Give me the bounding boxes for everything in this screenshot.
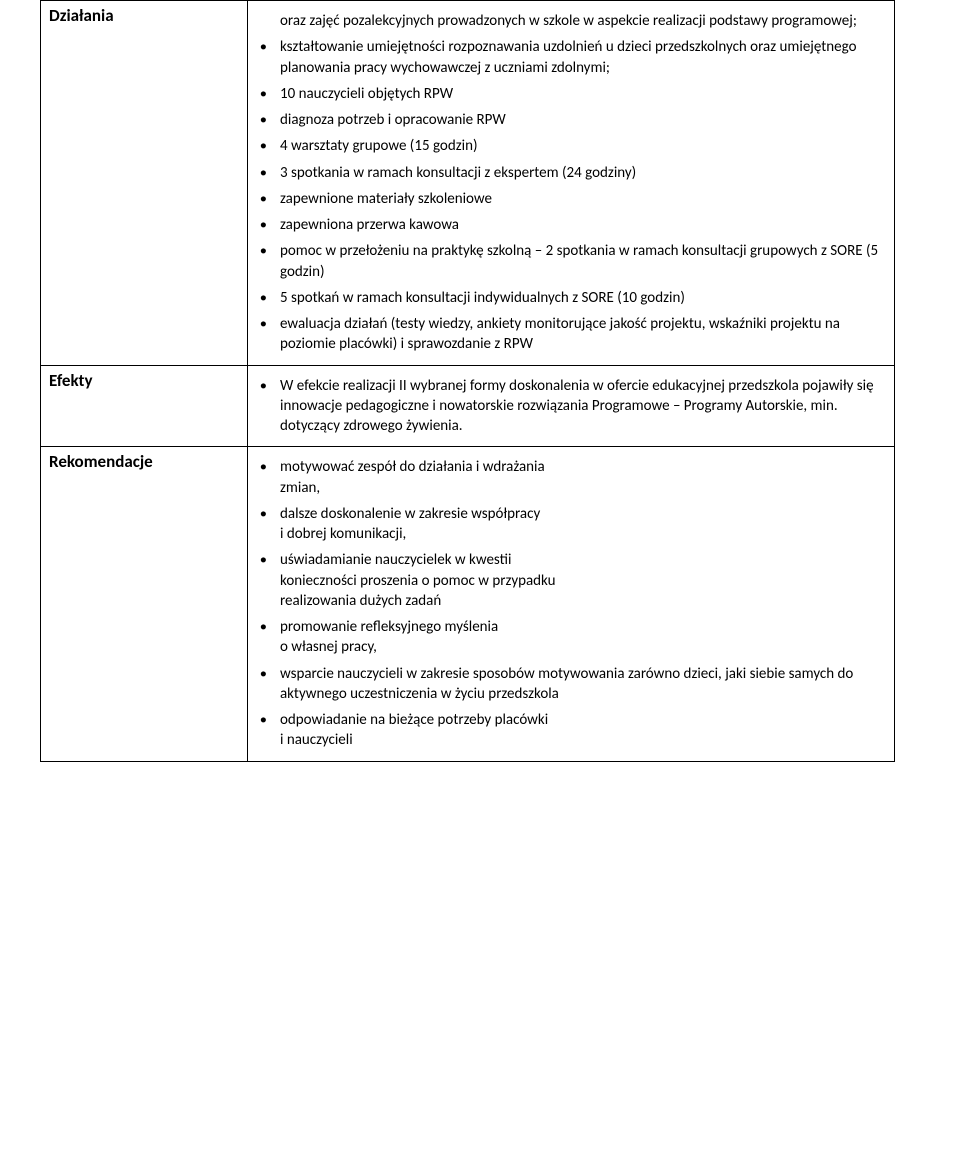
list-item: kształtowanie umiejętności rozpoznawania… <box>256 37 886 78</box>
document-table: Działania oraz zajęć pozalekcyjnych prow… <box>40 0 895 762</box>
label-text: Działania <box>49 5 114 26</box>
list-item: odpowiadanie na bieżące potrzeby placówk… <box>256 710 886 751</box>
efekty-list: W efekcie realizacji II wybranej formy d… <box>256 376 886 437</box>
row-efekty: Efekty W efekcie realizacji II wybranej … <box>41 365 895 447</box>
list-item: 5 spotkań w ramach konsultacji indywidua… <box>256 288 886 308</box>
list-item: diagnoza potrzeb i opracowanie RPW <box>256 110 886 130</box>
list-item: uświadamianie nauczycielek w kwestiikoni… <box>256 550 886 611</box>
content-rekomendacje: motywować zespół do działania i wdrażani… <box>248 447 895 761</box>
list-item: W efekcie realizacji II wybranej formy d… <box>256 376 886 437</box>
label-dzialania: Działania <box>41 1 248 366</box>
label-rekomendacje: Rekomendacje <box>41 447 248 761</box>
dzialania-list: 10 nauczycieli objętych RPW diagnoza potr… <box>256 84 886 355</box>
row-rekomendacje: Rekomendacje motywować zespół do działan… <box>41 447 895 761</box>
list-item: pomoc w przełożeniu na praktykę szkolną … <box>256 241 886 282</box>
list-item: motywować zespół do działania i wdrażani… <box>256 457 886 498</box>
list-item: 3 spotkania w ramach konsultacji z ekspe… <box>256 163 886 183</box>
list-item: promowanie refleksyjnego myśleniao własn… <box>256 617 886 658</box>
list-item: zapewniona przerwa kawowa <box>256 215 886 235</box>
label-text: Rekomendacje <box>49 451 153 472</box>
list-item: 4 warsztaty grupowe (15 godzin) <box>256 136 886 156</box>
label-efekty: Efekty <box>41 365 248 447</box>
dzialania-pre-list: oraz zajęć pozalekcyjnych prowadzonych w… <box>256 11 886 78</box>
label-text: Efekty <box>49 370 93 391</box>
list-item: wsparcie nauczycieli w zakresie sposobów… <box>256 664 886 705</box>
list-item: oraz zajęć pozalekcyjnych prowadzonych w… <box>256 11 886 31</box>
list-item: dalsze doskonalenie w zakresie współprac… <box>256 504 886 545</box>
rekomendacje-list: motywować zespół do działania i wdrażani… <box>256 457 886 750</box>
row-dzialania: Działania oraz zajęć pozalekcyjnych prow… <box>41 1 895 366</box>
list-item: 10 nauczycieli objętych RPW <box>256 84 886 104</box>
content-dzialania: oraz zajęć pozalekcyjnych prowadzonych w… <box>248 1 895 366</box>
list-item: zapewnione materiały szkoleniowe <box>256 189 886 209</box>
content-efekty: W efekcie realizacji II wybranej formy d… <box>248 365 895 447</box>
list-item: ewaluacja działań (testy wiedzy, ankiety… <box>256 314 886 355</box>
